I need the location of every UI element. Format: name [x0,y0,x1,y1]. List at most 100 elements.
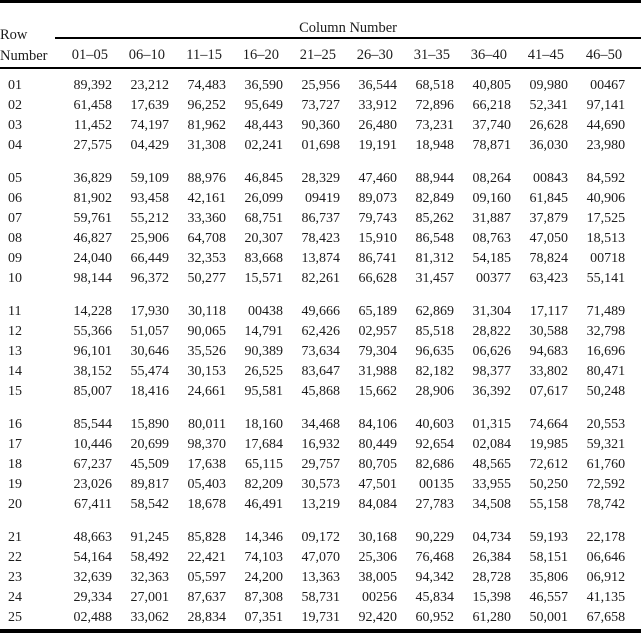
table-cell: 82,209 [244,477,284,492]
table-cell: 78,824 [529,251,569,266]
table-cell: 14,791 [244,324,284,339]
table-cell: 76,468 [415,550,455,565]
table-cell: 04,734 [472,530,512,545]
table-cell: 92,654 [415,437,455,452]
column-range-header: 46–50 [568,38,641,69]
table-cell: 05,597 [187,570,227,585]
table-cell: 82,261 [301,271,341,286]
table-cell: 90,065 [187,324,227,339]
table-cell: 48,443 [244,118,284,133]
table-cell: 24,200 [244,570,284,585]
table-cell: 86,737 [301,211,341,226]
table-cell: 96,252 [187,98,227,113]
column-range-header: 36–40 [454,38,511,69]
table-cell: 95,649 [244,98,284,113]
column-range-headers-row: 01–05 06–10 11–15 16–20 21–25 26–30 31–35 36–40… [0,38,641,69]
table-cell: 83,647 [301,364,341,379]
table-cell: 15,662 [358,384,398,399]
table-cell: 06,646 [586,550,626,565]
row-number-header-line2: Number [0,48,48,64]
table-cell: 27,575 [73,138,113,153]
table-cell: 28,834 [187,610,227,625]
table-cell: 34,468 [301,417,341,432]
column-number-title-row: Row Number Column Number [0,3,641,69]
table-cell: 32,353 [187,251,227,266]
table-row: 17 10,446 20,699 98,370 17,684 16,932 80,449 92… [0,435,641,455]
table-cell: 28,329 [301,171,341,186]
table-cell: 33,062 [130,610,170,625]
table-cell: 80,011 [188,417,226,432]
table-cell: 50,248 [586,384,626,399]
table-cell: 31,988 [358,364,398,379]
table-cell: 58,542 [130,497,170,512]
table-cell: 46,845 [244,171,284,186]
table-cell: 13,874 [301,251,341,266]
table-cell: 55,212 [130,211,170,226]
table-cell: 22,178 [586,530,626,545]
table-cell: 23,026 [73,477,113,492]
table-cell: 32,798 [586,324,626,339]
table-cell: 85,518 [415,324,455,339]
table-cell: 48,565 [472,457,512,472]
table-cell: 24,661 [187,384,227,399]
table-cell: 16,932 [301,437,341,452]
table-cell: 58,151 [529,550,569,565]
table-cell: 33,955 [472,477,512,492]
row-number-header: Row Number [0,3,55,69]
table-cell: 27,001 [130,590,170,605]
table-cell: 15,398 [472,590,512,605]
table-row: 04 27,575 04,429 31,308 02,241 01,698 19,191 18… [0,136,641,156]
table-cell: 62,869 [415,304,455,319]
table-cell: 29,334 [73,590,113,605]
column-range-header: 41–45 [511,38,568,69]
table-row: 02 61,458 17,639 96,252 95,649 73,727 33,912 72… [0,96,641,116]
table-cell: 14,346 [244,530,284,545]
table-cell: 84,592 [586,171,626,186]
bottom-rule [0,629,641,633]
table-cell: 15,890 [130,417,170,432]
table-cell: 54,185 [472,251,512,266]
table-cell: 07,617 [529,384,569,399]
table-cell: 07,351 [244,610,284,625]
table-cell: 31,887 [472,211,512,226]
table-cell: 33,802 [529,364,569,379]
table-cell: 79,304 [358,344,398,359]
column-range-header: 26–30 [340,38,397,69]
table-cell: 52,341 [529,98,569,113]
table-cell: 80,471 [586,364,626,379]
row-number-cell: 05 [8,171,22,186]
table-cell: 47,050 [529,231,569,246]
table-row: 03 11,452 74,197 81,962 48,443 90,360 26,480 73… [0,116,641,136]
table-cell: 02,957 [358,324,398,339]
table-cell: 61,845 [529,191,569,206]
table-cell: 19,191 [358,138,398,153]
table-cell: 82,849 [415,191,455,206]
table-cell: 44,690 [586,118,626,133]
table-cell: 67,237 [73,457,113,472]
table-cell: 36,590 [244,78,284,93]
table-cell: 85,828 [187,530,227,545]
table-cell: 50,250 [529,477,569,492]
table-cell: 28,728 [472,570,512,585]
table-cell: 36,392 [472,384,512,399]
table-cell: 24,040 [73,251,113,266]
table-cell: 72,896 [415,98,455,113]
table-cell: 40,805 [472,78,512,93]
table-cell: 50,277 [187,271,227,286]
table-cell: 55,158 [529,497,569,512]
row-number-cell: 14 [8,364,22,379]
table-cell: 17,639 [130,98,170,113]
table-cell: 59,761 [73,211,113,226]
column-range-header: 16–20 [226,38,283,69]
table-cell: 19,731 [301,610,341,625]
table-cell: 00467 [590,78,626,93]
table-cell: 22,421 [187,550,227,565]
table-cell: 90,360 [301,118,341,133]
table-cell: 58,731 [301,590,341,605]
row-number-cell: 25 [8,610,22,625]
table-cell: 13,219 [301,497,341,512]
row-number-cell: 23 [8,570,22,585]
table-cell: 05,403 [187,477,227,492]
table-row: 12 55,366 51,057 90,065 14,791 62,426 02,957 85… [0,322,641,342]
table-cell: 92,420 [358,610,398,625]
